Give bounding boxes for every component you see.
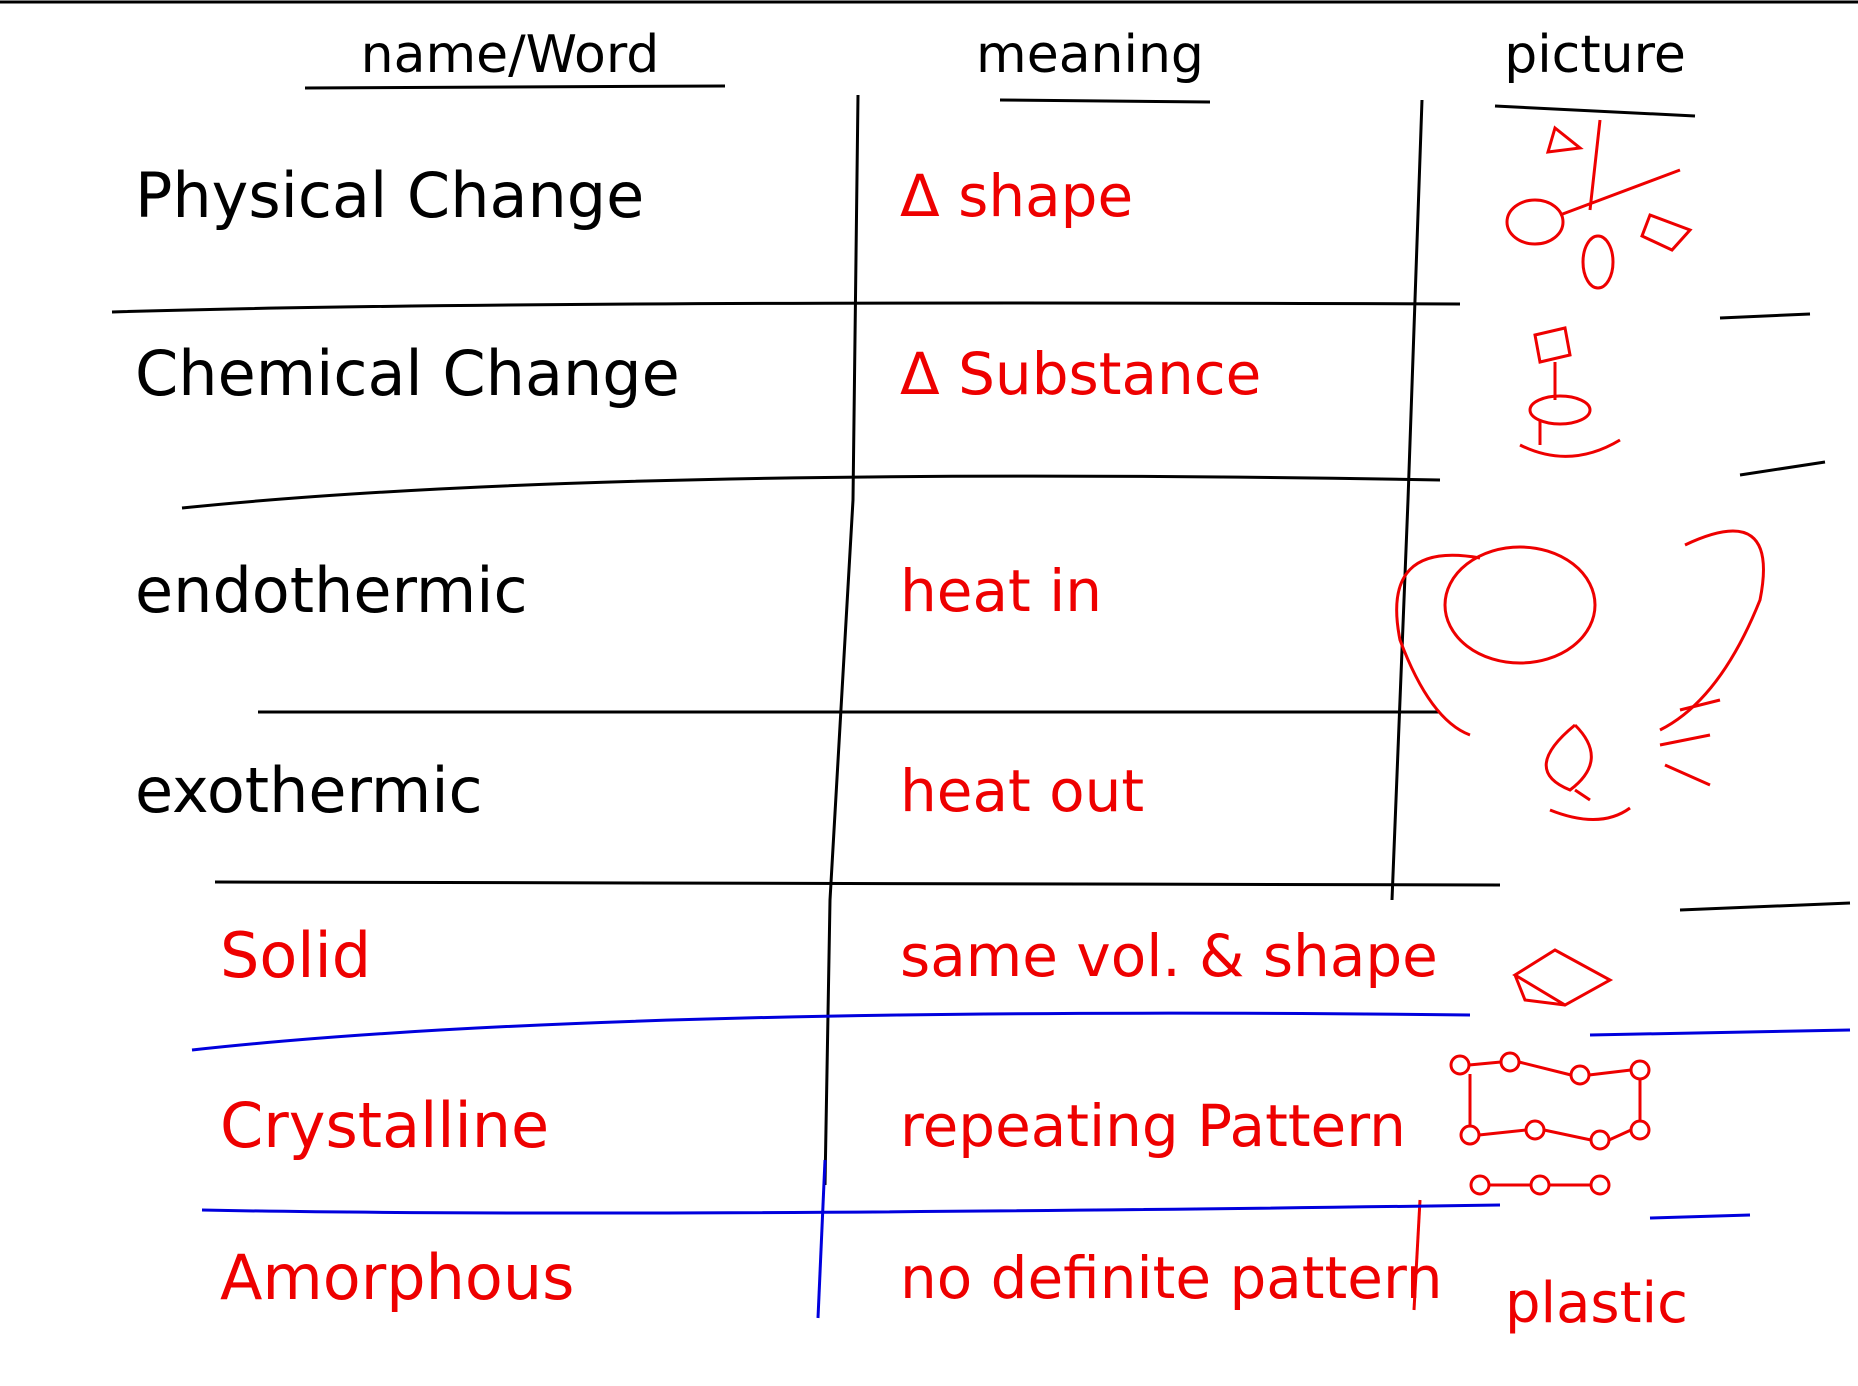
meaning: same vol. & shape [900,922,1438,990]
term: Chemical Change [135,337,680,410]
term: exothermic [135,754,483,827]
column-dividers [823,94,1424,1186]
term: Crystalline [220,1089,549,1162]
column-header: name/Word [361,25,660,85]
meaning: Δ Substance [900,340,1261,408]
red-dividers [1412,1199,1422,1311]
row-separators [111,301,1851,912]
term: Physical Change [135,159,644,232]
term: endothermic [135,554,528,627]
meaning: Δ shape [900,162,1133,230]
meaning: heat out [900,757,1144,825]
picture-drawings [1395,119,1765,1196]
meaning: repeating Pattern [900,1092,1406,1160]
picture-label: plastic [1505,1271,1688,1336]
blue-row-separators [191,1011,1851,1220]
term: Amorphous [220,1241,574,1314]
term: Solid [220,919,371,992]
meaning: no definite pattern [900,1244,1443,1312]
header-underlines [304,84,1696,118]
column-header: picture [1504,25,1686,85]
table-text: name/Word meaning picture Physical Change Δ … [135,25,1688,1336]
blue-dividers [816,1159,827,1319]
column-header: meaning [976,25,1204,85]
meaning: heat in [900,557,1102,625]
